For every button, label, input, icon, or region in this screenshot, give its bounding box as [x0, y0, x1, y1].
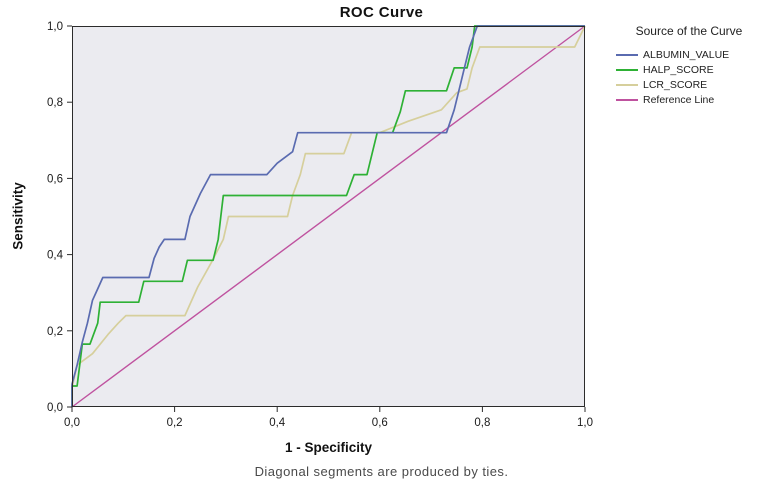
legend-item-label: Reference Line: [643, 93, 715, 106]
legend-line-swatch: [616, 98, 638, 101]
svg-text:1,0: 1,0: [577, 417, 593, 429]
y-axis-label: Sensitivity: [10, 182, 26, 250]
svg-text:0,2: 0,2: [47, 326, 63, 338]
legend-title: Source of the Curve: [635, 24, 743, 38]
chart-title: ROC Curve: [339, 4, 424, 21]
legend-item: ALBUMIN_VALUE: [616, 49, 762, 61]
legend-item-label: HALP_SCORE: [643, 63, 714, 76]
roc-plot-svg: 0,0 0,2 0,4 0,6 0,8 1,0 0,0 0,2 0,4 0,6 0,8 1,0: [47, 21, 593, 429]
legend: Source of the Curve ALBUMIN_VALUE HALP_SC…: [616, 24, 762, 109]
legend-item: LCR_SCORE: [616, 79, 762, 91]
legend-line-swatch: [616, 68, 638, 71]
svg-text:0,6: 0,6: [372, 417, 388, 429]
x-axis-label: 1 - Specificity: [284, 440, 373, 455]
legend-item: HALP_SCORE: [616, 64, 762, 76]
svg-text:0,8: 0,8: [474, 417, 490, 429]
legend-item-label: ALBUMIN_VALUE: [643, 48, 730, 61]
svg-text:0,0: 0,0: [47, 402, 63, 414]
footnote-caption: Diagonal segments are produced by ties.: [254, 464, 509, 479]
legend-line-swatch: [616, 83, 638, 86]
svg-text:0,2: 0,2: [167, 417, 183, 429]
legend-item-label: LCR_SCORE: [643, 78, 708, 91]
svg-text:0,4: 0,4: [269, 417, 286, 429]
svg-text:0,8: 0,8: [47, 97, 63, 109]
svg-text:0,4: 0,4: [47, 250, 64, 262]
roc-plot: 0,0 0,2 0,4 0,6 0,8 1,0 0,0 0,2 0,4 0,6 0,8 1,0: [47, 21, 593, 429]
svg-text:0,6: 0,6: [47, 173, 63, 185]
legend-item: Reference Line: [616, 94, 762, 106]
legend-items: ALBUMIN_VALUE HALP_SCORE LCR_SCORE Referenc…: [616, 49, 762, 106]
legend-line-swatch: [616, 53, 638, 56]
svg-text:1,0: 1,0: [47, 21, 63, 33]
svg-text:0,0: 0,0: [64, 417, 80, 429]
